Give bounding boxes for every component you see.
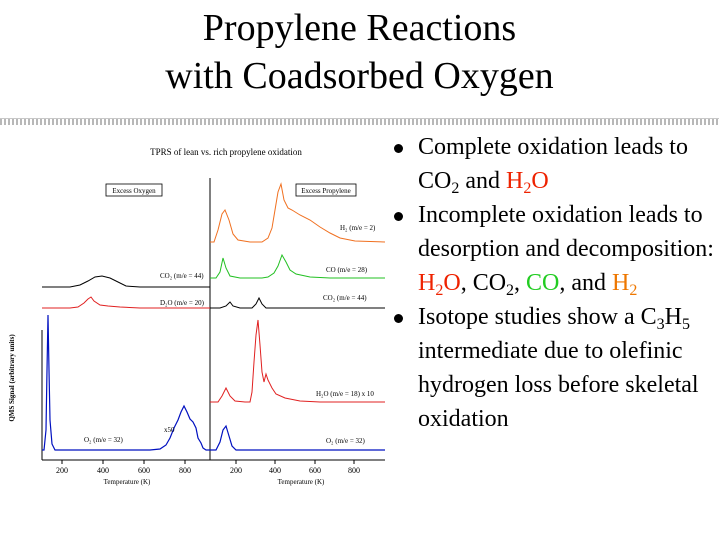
bullet-list: Complete oxidation leads to CO2 and H2O …	[390, 130, 715, 436]
title-line-1: Propylene Reactions	[202, 7, 517, 49]
tprs-figure: TPRS of lean vs. rich propylene oxidatio…	[0, 130, 392, 530]
bullet-text-part: O	[443, 270, 461, 296]
left-xtick-label: 400	[97, 466, 109, 475]
left-x50-label: x50	[164, 426, 175, 434]
left-xtick-label: 800	[179, 466, 191, 475]
right-co-label: CO (m/e = 28)	[326, 266, 368, 274]
bullet-text: Complete oxidation leads to CO2 and H2O	[418, 134, 688, 197]
right-x-ticks	[235, 460, 355, 464]
bullet-text-part: intermediate due to olefinic hydrogen lo…	[418, 338, 699, 432]
bullet-subscript: 2	[523, 180, 532, 197]
left-co2-label: CO₂ (m/e = 44)	[160, 272, 204, 280]
left-o2-label: O₂ (m/e = 32)	[84, 436, 124, 444]
figure-ylabel: QMS Signal (arbitrary units)	[8, 334, 16, 422]
figure-title: TPRS of lean vs. rich propylene oxidatio…	[150, 147, 302, 157]
left-h2o-label: D₂O (m/e = 20)	[160, 299, 205, 307]
bullet-subscript: 5	[682, 316, 690, 333]
left-o2-trace	[42, 314, 210, 451]
tprs-plot: TPRS of lean vs. rich propylene oxidatio…	[8, 147, 386, 486]
left-xtick-label: 200	[56, 466, 68, 475]
bullet-dot	[394, 144, 403, 153]
bullet-text-part: , and	[559, 270, 613, 296]
right-co2-trace	[210, 296, 385, 309]
bullet-text-part: , CO	[460, 270, 507, 296]
slide-title: Propylene Reactions with Coadsorbed Oxyg…	[0, 4, 719, 100]
right-o2-trace	[210, 424, 385, 451]
right-xtick-label: 600	[309, 466, 321, 475]
right-h2-trace	[210, 182, 386, 243]
bullet-text-part: Incomplete oxidation leads to desorption…	[418, 202, 714, 262]
bullet-isotope-studies: Isotope studies show a C3H5 intermediate…	[390, 300, 715, 436]
bullet-text-part: and	[459, 168, 506, 194]
bullet-complete-oxidation: Complete oxidation leads to CO2 and H2O	[390, 130, 715, 198]
bullet-subscript: 2	[506, 282, 515, 299]
bullet-dot	[394, 314, 403, 323]
right-h2o-trace	[210, 319, 385, 403]
bullet-text-part: Complete oxidation leads to CO	[418, 134, 688, 194]
right-h2o-label: H₂O (m/e = 18) x 10	[316, 390, 374, 398]
left-x-ticks	[61, 460, 186, 464]
bullet-text-part: H	[612, 270, 630, 296]
bullet-text-part: H	[418, 270, 436, 296]
bullet-text-part: Isotope studies show a C	[418, 304, 657, 330]
right-o2-label: O₂ (m/e = 32)	[326, 437, 366, 445]
right-xlabel: Temperature (K)	[278, 478, 325, 486]
right-co-trace	[210, 253, 385, 279]
excess-oxygen-label: Excess Oxygen	[112, 187, 156, 195]
title-line-2: with Coadsorbed Oxygen	[165, 55, 554, 97]
bullet-text-part: CO	[526, 270, 560, 296]
title-divider	[0, 118, 719, 125]
excess-propylene-label: Excess Propylene	[301, 187, 351, 195]
left-xtick-label: 600	[138, 466, 150, 475]
bullet-subscript: 2	[451, 180, 460, 197]
right-co2-label: CO₂ (m/e = 44)	[323, 294, 367, 302]
bullet-subscript: 3	[656, 316, 665, 333]
bullet-subscript: 2	[435, 282, 444, 299]
bullet-incomplete-oxidation: Incomplete oxidation leads to desorption…	[390, 198, 715, 300]
right-xtick-label: 800	[348, 466, 360, 475]
bullet-text: Isotope studies show a C3H5 intermediate…	[418, 304, 699, 432]
bullet-dot	[394, 212, 403, 221]
bullet-text-part: H	[664, 304, 682, 330]
excess-propylene-box	[295, 183, 357, 197]
left-co2-trace	[42, 275, 210, 288]
left-xlabel: Temperature (K)	[104, 478, 151, 486]
excess-oxygen-box	[105, 183, 163, 197]
bullet-text-part: O	[531, 168, 549, 194]
bullet-subscript: 2	[629, 282, 638, 299]
right-h2-label: H₂ (m/e = 2)	[340, 224, 376, 232]
right-xtick-label: 400	[269, 466, 281, 475]
right-xtick-label: 200	[230, 466, 242, 475]
bullet-text: Incomplete oxidation leads to desorption…	[418, 202, 714, 299]
left-h2o-trace	[42, 296, 210, 309]
bullet-text-part: H	[506, 168, 524, 194]
bullet-text-part: ,	[514, 270, 527, 296]
